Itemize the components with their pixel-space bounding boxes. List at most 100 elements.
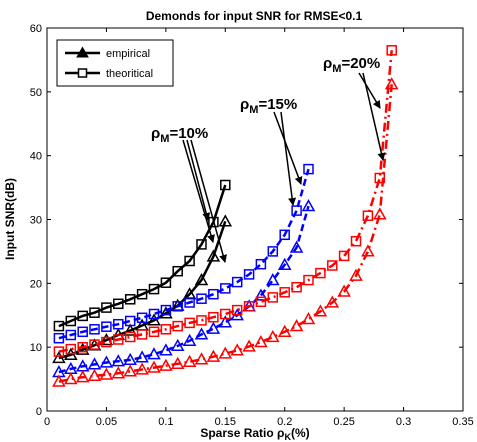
legend-entry-theoritical: theoritical	[65, 68, 153, 80]
data-point	[111, 366, 126, 379]
x-tick-label: 0.05	[96, 416, 117, 428]
data-point	[99, 367, 114, 380]
data-point	[291, 205, 302, 216]
data-point	[113, 318, 124, 330]
data-point	[194, 273, 209, 286]
data-point	[267, 292, 279, 303]
annotation-arrow	[362, 72, 386, 161]
annotation-rho-20: ρM=20%	[323, 55, 386, 161]
data-point	[147, 313, 161, 326]
data-point	[220, 308, 231, 320]
legend-box	[56, 39, 174, 87]
data-point	[52, 374, 66, 387]
legend-label: theoritical	[106, 68, 153, 80]
data-point	[159, 358, 173, 371]
annotation-rho-15: ρM=15%	[240, 96, 303, 206]
data-point	[194, 327, 209, 340]
data-point	[279, 229, 290, 241]
y-tick-label: 10	[30, 342, 42, 354]
data-point	[123, 323, 137, 336]
svg-text:ρM=15%: ρM=15%	[240, 96, 297, 116]
y-tick-label: 60	[30, 23, 42, 35]
data-point	[194, 352, 209, 365]
x-tick-label: 0	[44, 416, 50, 428]
data-point	[172, 301, 183, 312]
data-point	[184, 297, 195, 308]
data-point	[136, 329, 148, 340]
data-point	[243, 301, 255, 312]
series-line	[58, 168, 310, 340]
svg-text:ρM=10%: ρM=10%	[151, 125, 208, 145]
data-point	[124, 294, 136, 305]
data-point	[255, 258, 267, 270]
data-point	[159, 306, 173, 319]
data-point	[136, 312, 148, 324]
data-point	[135, 362, 149, 375]
data-point	[303, 163, 314, 175]
data-point	[101, 336, 112, 348]
annotations: ρM=10% ρM=15% ρM=20%	[151, 55, 386, 263]
data-point	[325, 295, 340, 308]
data-point	[267, 246, 279, 257]
data-point	[87, 368, 102, 382]
data-point	[184, 317, 195, 329]
annotation-arrow	[273, 111, 303, 185]
data-point	[218, 346, 233, 359]
data-point	[101, 302, 112, 313]
data-point	[75, 342, 90, 355]
data-point	[196, 239, 207, 250]
annotation-arrow	[186, 139, 211, 221]
data-point	[231, 276, 243, 288]
y-tick-label: 40	[30, 151, 42, 163]
data-point	[196, 315, 207, 326]
data-point	[361, 244, 375, 257]
annotation-arrow	[280, 111, 297, 206]
data-point	[303, 274, 314, 286]
data-point	[148, 326, 160, 338]
data-point	[87, 357, 102, 370]
series-line	[58, 84, 393, 383]
data-point	[77, 341, 88, 353]
data-point	[77, 326, 88, 338]
data-point	[113, 334, 124, 345]
data-point	[111, 354, 126, 367]
data-point	[289, 240, 304, 253]
data-point	[337, 284, 351, 297]
data-point	[123, 364, 137, 377]
data-point	[148, 283, 160, 295]
data-point	[315, 267, 326, 279]
data-point	[206, 321, 221, 334]
data-point	[349, 268, 363, 281]
data-point	[64, 372, 78, 385]
data-point	[89, 324, 100, 335]
data-point	[124, 315, 136, 327]
y-tick-label: 50	[30, 87, 42, 99]
data-point	[208, 311, 219, 323]
data-point	[350, 235, 362, 247]
x-tick-label: 0.3	[396, 416, 411, 428]
data-point	[291, 281, 302, 293]
y-tick-label: 30	[30, 215, 42, 227]
chart-title: Demonds for input SNR for RMSE<0.1	[146, 9, 363, 23]
data-point	[52, 350, 66, 364]
x-tick-label: 0.35	[452, 416, 473, 428]
data-point	[170, 356, 185, 369]
data-point	[99, 333, 114, 346]
x-tick-label: 0.1	[158, 416, 173, 428]
data-point	[206, 249, 221, 262]
data-point	[182, 333, 197, 346]
data-point	[254, 335, 268, 348]
data-point	[277, 257, 292, 270]
data-point	[301, 199, 316, 212]
series-theoritical-6	[53, 45, 397, 357]
y-tick-label: 20	[30, 278, 42, 290]
data-point	[123, 352, 137, 366]
data-point	[89, 339, 100, 350]
x-tick-label: 0.25	[333, 416, 354, 428]
annotation-rho-10: ρM=10%	[151, 125, 227, 263]
data-point	[206, 349, 221, 362]
data-point	[374, 172, 386, 184]
data-point	[75, 370, 90, 383]
data-point	[231, 304, 243, 316]
data-point	[53, 346, 65, 357]
